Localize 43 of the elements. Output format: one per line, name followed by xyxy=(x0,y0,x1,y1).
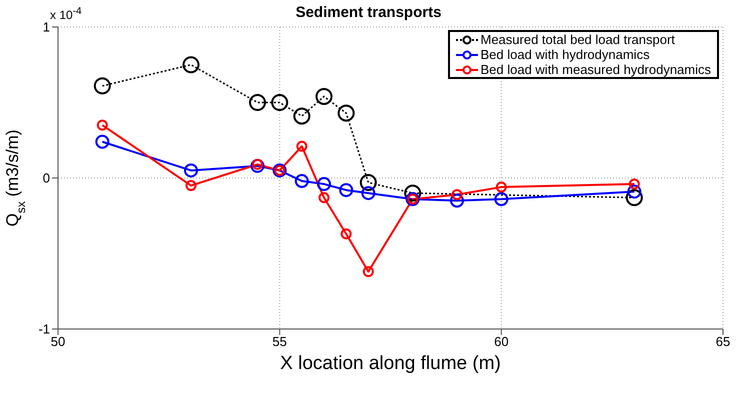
text: x 10$^{-4}$ xyxy=(50,6,82,22)
point xyxy=(494,192,508,206)
point xyxy=(452,189,462,200)
point xyxy=(318,192,330,204)
point xyxy=(362,266,374,278)
x-tick-label: 60 xyxy=(494,334,509,350)
point xyxy=(182,56,200,74)
point xyxy=(293,108,310,125)
point xyxy=(339,183,354,198)
point xyxy=(404,184,422,202)
x-tick-label: 65 xyxy=(716,334,730,350)
point xyxy=(250,158,264,173)
x-tick-label: 50 xyxy=(50,334,66,350)
legend-label: Measured total bed load transport xyxy=(480,32,675,47)
y-tick-label: 1 xyxy=(42,20,50,35)
point xyxy=(296,140,308,152)
y-tick-label: 0 xyxy=(42,170,50,186)
point xyxy=(316,88,332,105)
point xyxy=(450,194,464,208)
point xyxy=(317,177,331,192)
point xyxy=(294,174,309,188)
point xyxy=(94,77,111,94)
legend-label: Bed load with measured hydrodynamics xyxy=(480,62,711,77)
point xyxy=(338,104,355,122)
point xyxy=(626,189,643,206)
x-tick-label: 55 xyxy=(272,334,287,350)
point xyxy=(249,94,266,111)
point xyxy=(184,163,198,178)
point xyxy=(271,94,288,111)
point xyxy=(340,228,352,240)
point xyxy=(96,120,108,131)
y-tick-label: -1 xyxy=(38,322,50,337)
point xyxy=(186,180,196,192)
legend-label: Bed load with hydrodynamics xyxy=(480,47,650,62)
chart-title: Sediment transports xyxy=(296,4,442,21)
x-axis-title: X location along flume (m) xyxy=(280,353,501,374)
point xyxy=(496,182,507,193)
point xyxy=(360,174,377,192)
point xyxy=(252,158,263,170)
point xyxy=(628,178,640,190)
point xyxy=(95,134,110,149)
point xyxy=(361,186,376,200)
point xyxy=(627,184,642,199)
